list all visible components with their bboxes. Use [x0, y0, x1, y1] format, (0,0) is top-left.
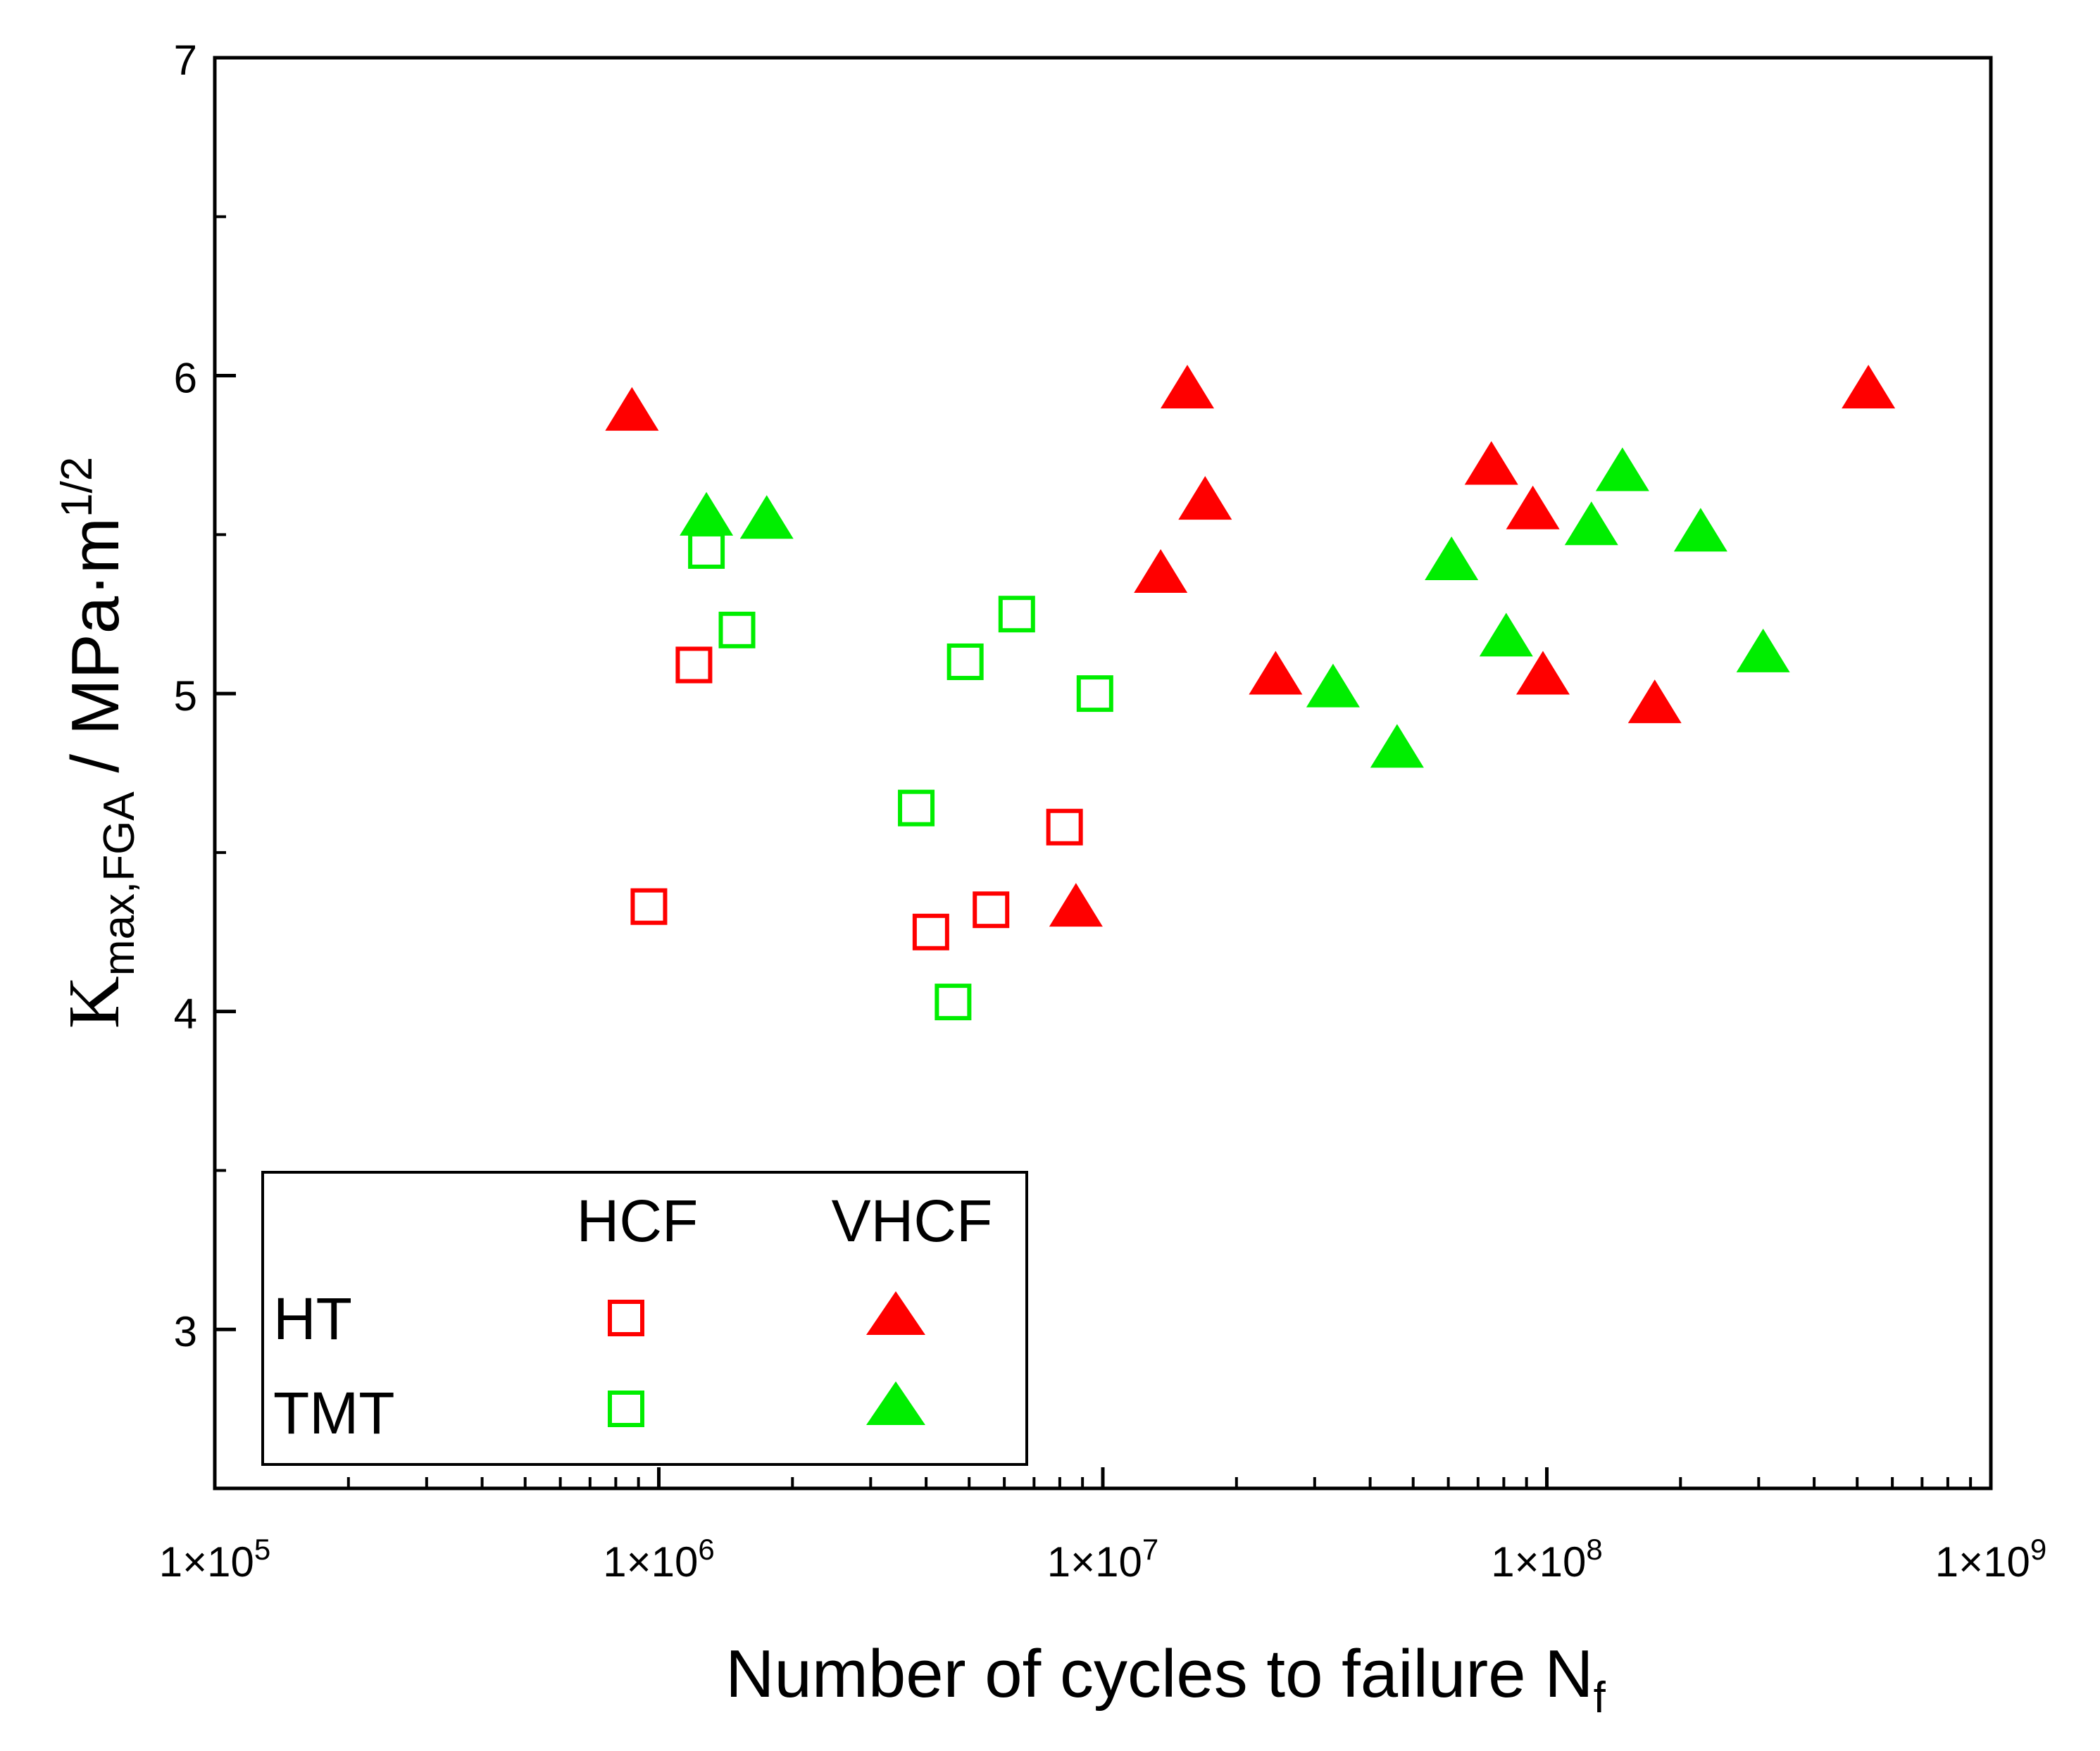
y-tick-label: 4: [174, 991, 197, 1038]
tmt-vhcf-point: [1479, 613, 1533, 657]
x-tick-label: 1×108: [1491, 1533, 1603, 1586]
y-tick-label: 3: [174, 1308, 197, 1355]
legend: HCF VHCF HT TMT: [261, 1171, 1028, 1466]
ht-vhcf-point: [1134, 549, 1188, 594]
legend-ht-vhcf-marker: [866, 1291, 925, 1335]
ht-vhcf-point: [1049, 883, 1103, 927]
legend-ht-hcf-marker: [608, 1300, 644, 1336]
ht-vhcf-point: [1627, 679, 1682, 724]
x-tick-labels: 1×105 1×106 1×107 1×108 1×109: [159, 1533, 2047, 1586]
data-markers: [605, 365, 1896, 1021]
x-tick-label: 1×105: [159, 1533, 271, 1586]
ht-hcf-point: [630, 888, 668, 925]
tmt-hcf-point: [946, 643, 984, 680]
tmt-vhcf-point: [680, 491, 734, 536]
ht-hcf-point: [675, 646, 713, 684]
tmt-hcf-point: [898, 789, 935, 827]
legend-row-ht: HT: [273, 1286, 352, 1352]
ht-vhcf-point: [1178, 476, 1232, 520]
y-tick-labels: 3 4 5 6 7: [174, 37, 197, 1355]
tmt-hcf-point: [688, 532, 725, 569]
tmt-vhcf-point: [1306, 663, 1360, 708]
ht-hcf-point: [912, 913, 949, 950]
legend-row-tmt: TMT: [273, 1380, 395, 1446]
tmt-vhcf-point: [1564, 501, 1618, 546]
legend-header-vhcf: VHCF: [832, 1188, 993, 1254]
tmt-vhcf-point: [739, 495, 794, 539]
ht-vhcf-point: [1515, 651, 1570, 695]
ht-vhcf-point: [1464, 441, 1518, 485]
legend-header-hcf: HCF: [577, 1188, 699, 1254]
legend-tmt-vhcf-marker: [866, 1381, 925, 1425]
tmt-hcf-point: [1076, 675, 1113, 713]
tmt-vhcf-point: [1595, 447, 1649, 491]
ht-vhcf-point: [1506, 485, 1560, 529]
tmt-hcf-point: [935, 984, 972, 1021]
tmt-hcf-point: [998, 596, 1035, 633]
y-axis-title: Kmax,FGA / MPa·m1/2: [53, 457, 144, 1029]
y-tick-label: 7: [174, 37, 197, 84]
ht-vhcf-point: [605, 387, 659, 431]
tmt-vhcf-point: [1425, 536, 1479, 580]
ht-hcf-point: [1046, 808, 1083, 846]
x-tick-label: 1×106: [603, 1533, 715, 1586]
tmt-vhcf-point: [1370, 724, 1424, 768]
plot-area-frame: [213, 56, 1993, 1490]
ht-vhcf-point: [1249, 651, 1303, 695]
x-tick-label: 1×107: [1047, 1533, 1159, 1586]
tmt-vhcf-point: [1736, 628, 1790, 672]
ht-vhcf-point: [1842, 365, 1896, 409]
ht-hcf-point: [973, 891, 1010, 929]
ht-vhcf-point: [1161, 365, 1215, 409]
tmt-vhcf-point: [1673, 508, 1727, 552]
tmt-hcf-point: [718, 611, 756, 648]
y-tick-label: 6: [174, 355, 197, 402]
x-axis-title: Number of cycles to failure Nf: [725, 1636, 1606, 1722]
legend-tmt-hcf-marker: [608, 1391, 644, 1427]
y-tick-label: 5: [174, 672, 197, 720]
x-tick-label: 1×109: [1935, 1533, 2047, 1586]
